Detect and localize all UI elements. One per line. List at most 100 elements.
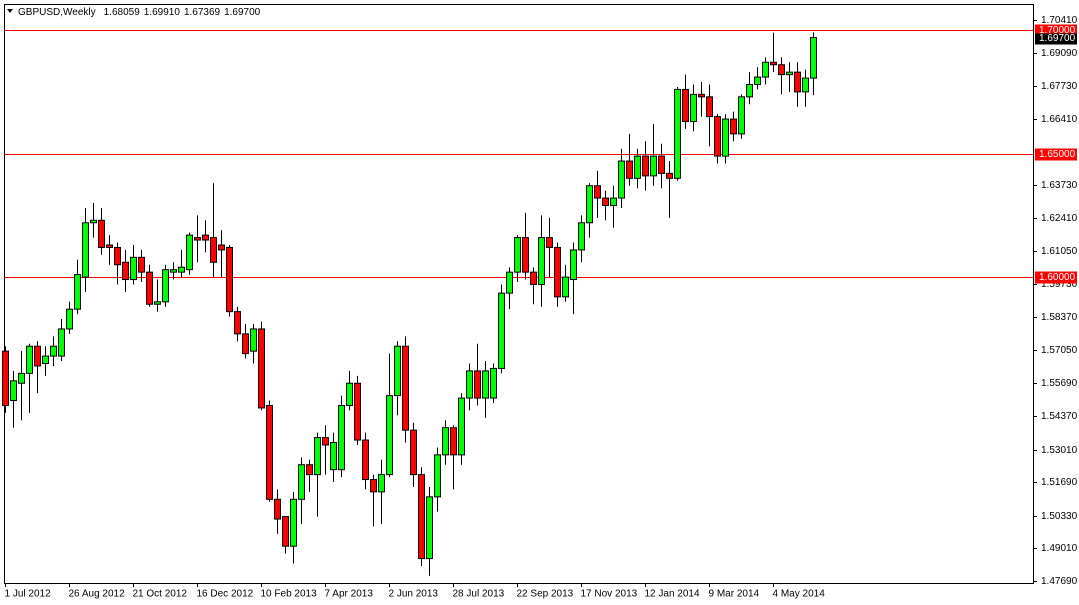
candle-body [290,498,297,547]
candle-body [90,219,97,224]
candle-body [474,370,481,399]
candle-body [466,370,473,399]
candle-body [650,155,657,177]
candle-body [162,269,169,303]
candle-body [282,516,289,547]
candle-body [762,61,769,78]
candle-body [586,185,593,224]
candle-body [58,328,65,357]
y-tick-label: 1.70410 [1041,15,1078,26]
candle-body [386,395,393,476]
candle-body [538,237,545,285]
candle-body [450,427,457,456]
y-tick-label: 1.69090 [1041,48,1078,59]
candle-body [274,498,281,520]
plot-frame [4,4,1034,584]
x-tick-label: 16 Dec 2012 [197,589,254,600]
y-tick-label: 1.57050 [1041,345,1078,356]
level-label: 1.60000 [1039,272,1076,283]
candle-body [738,96,745,135]
candle-body [594,185,601,199]
candle-body [2,350,9,406]
candle-body [546,237,553,248]
y-tick-label: 1.51690 [1041,477,1078,488]
y-tick-label: 1.55690 [1041,378,1078,389]
candle-body [778,64,785,76]
y-tick-label: 1.47690 [1041,576,1078,587]
candle-body [658,155,665,174]
candle-body [250,328,257,352]
candle-body [130,256,137,281]
candle-body [458,397,465,456]
candle-body [714,116,721,157]
candle-body [202,234,209,241]
x-tick-label: 17 Nov 2013 [581,589,638,600]
candle-body [746,83,753,98]
x-tick-label: 7 Apr 2013 [325,589,374,600]
candle-body [234,311,241,335]
candle-body [266,404,273,500]
x-tick-label: 26 Aug 2012 [69,589,126,600]
candle-body [186,234,193,271]
x-tick-label: 4 May 2014 [773,589,826,600]
candle-body [378,474,385,493]
candle-body [802,77,809,93]
level-label-box [1035,148,1077,161]
candle-body [258,328,265,409]
y-tick-label: 1.59730 [1041,279,1078,290]
candle-body [402,345,409,431]
candle-body [298,464,305,500]
chart-title: GBPUSD,Weekly [18,7,96,18]
candle-body [242,333,249,355]
candle-body [706,96,713,118]
candle-body [226,246,233,313]
candle-body [674,88,681,179]
candle-body [394,345,401,397]
candle-body [146,271,153,305]
candle-body [106,244,113,248]
candle-body [218,244,225,251]
ohlc-close: 1.69700 [224,7,261,18]
y-tick-label: 1.53010 [1041,445,1078,456]
candle-body [10,380,17,402]
candle-body [42,355,49,364]
candle-body [666,172,673,179]
x-tick-label: 2 Jun 2013 [389,589,439,600]
candle-body [642,155,649,177]
candle-body [570,249,577,281]
y-tick-label: 1.61050 [1041,246,1078,257]
candle-body [578,222,585,251]
candle-body [74,274,81,310]
ohlc-low: 1.67369 [184,7,221,18]
candle-body [82,222,89,278]
candle-body [786,71,793,76]
candle-body [434,454,441,498]
candle-body [698,93,705,98]
candle-body [370,479,377,493]
candle-body [122,261,129,281]
candle-body [522,237,529,273]
candle-body [322,437,329,446]
x-tick-label: 1 Jul 2012 [5,589,52,600]
x-tick-label: 28 Jul 2013 [453,589,505,600]
candle-body [210,237,217,263]
candle-body [794,71,801,93]
candle-body [610,197,617,206]
candle-body [426,496,433,560]
y-tick-label: 1.54370 [1041,411,1078,422]
candle-body [490,367,497,399]
price-label-box [1035,33,1077,45]
y-tick-label: 1.62410 [1041,213,1078,224]
candle-body [562,276,569,298]
candle-body [314,437,321,476]
candle-body [154,301,161,305]
candle-body [682,88,689,123]
candle-body [602,197,609,206]
candle-body [194,237,201,241]
y-tick-label: 1.66410 [1041,114,1078,125]
candle-body [338,404,345,471]
x-tick-label: 10 Feb 2013 [261,589,318,600]
candle-body [754,76,761,85]
